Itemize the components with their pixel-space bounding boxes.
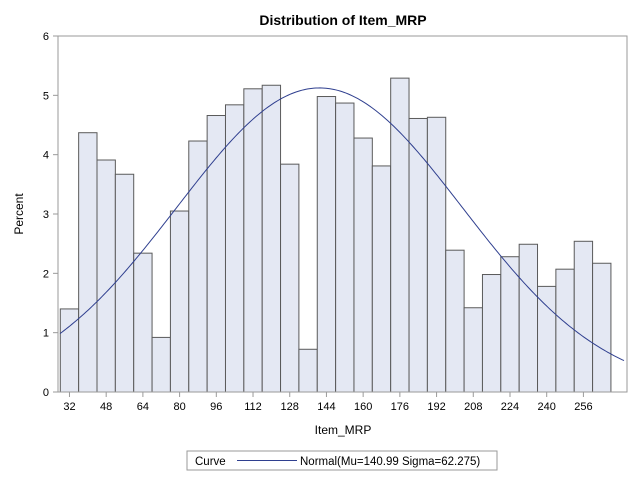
normal-curve	[59, 87, 625, 362]
x-tick-label: 224	[501, 401, 519, 413]
x-tick-label: 64	[137, 401, 149, 413]
x-tick-label: 128	[281, 401, 299, 413]
histogram-bar	[445, 249, 465, 393]
histogram-bar	[426, 116, 447, 393]
x-tick-label: 112	[244, 401, 262, 413]
x-tick-label: 144	[317, 401, 335, 413]
histogram-bar	[188, 140, 208, 393]
histogram-bar	[206, 115, 226, 393]
x-tick-label: 48	[100, 401, 112, 413]
y-tick-label: 3	[43, 209, 49, 221]
x-tick-label: 192	[427, 401, 445, 413]
x-tick-label: 32	[63, 401, 75, 413]
curve-layer	[59, 87, 625, 362]
y-axis-label: Percent	[12, 193, 26, 235]
histogram-bar	[463, 307, 483, 393]
x-tick-label: 160	[354, 401, 372, 413]
histogram-bar	[573, 240, 594, 393]
legend: Curve Normal(Mu=140.99 Sigma=62.275)	[186, 450, 498, 471]
histogram-bar	[114, 173, 135, 393]
histogram-bar	[592, 262, 612, 393]
histogram-bar	[224, 104, 245, 393]
histogram-bar	[390, 77, 410, 393]
bars-layer	[59, 77, 612, 393]
histogram-bar	[537, 285, 557, 393]
x-tick-label: 176	[391, 401, 409, 413]
axes-layer: 0 1 2 3 4 5 6 32 48 64 80 96 112 128 144 160 176 192 208 22…	[43, 31, 628, 413]
histogram-bar	[133, 252, 153, 393]
histogram-bar	[151, 336, 171, 393]
y-tick-label: 2	[43, 268, 49, 280]
y-tick-label: 5	[43, 90, 49, 102]
x-tick-label: 96	[210, 401, 222, 413]
legend-box	[186, 450, 498, 471]
x-tick-label: 240	[538, 401, 556, 413]
histogram-bar	[261, 84, 282, 393]
histogram-bar	[298, 348, 318, 393]
y-tick-label: 4	[43, 150, 49, 162]
legend-entry: Normal(Mu=140.99 Sigma=62.275)	[300, 456, 480, 468]
histogram-bar	[353, 137, 373, 393]
histogram-bar	[316, 96, 337, 393]
histogram-bar	[335, 102, 355, 393]
legend-title: Curve	[195, 456, 226, 468]
histogram-bar	[78, 132, 98, 393]
histogram-bar	[243, 88, 263, 393]
histogram-bar	[371, 165, 392, 393]
histogram-bar	[518, 243, 539, 393]
histogram-bar	[280, 163, 300, 393]
x-tick-label: 256	[574, 401, 592, 413]
histogram-bar	[169, 210, 190, 393]
y-tick-label: 0	[43, 387, 49, 399]
x-tick-label: 80	[173, 401, 185, 413]
y-tick-label: 1	[43, 328, 49, 340]
histogram-bar	[500, 256, 520, 393]
histogram-bar	[96, 159, 116, 393]
y-tick-label: 6	[43, 31, 49, 43]
chart-title: Distribution of Item_MRP	[259, 12, 426, 28]
x-axis-label: Item_MRP	[315, 423, 372, 437]
histogram-bar	[481, 274, 502, 393]
x-tick-label: 208	[464, 401, 482, 413]
histogram-bar	[555, 268, 575, 393]
